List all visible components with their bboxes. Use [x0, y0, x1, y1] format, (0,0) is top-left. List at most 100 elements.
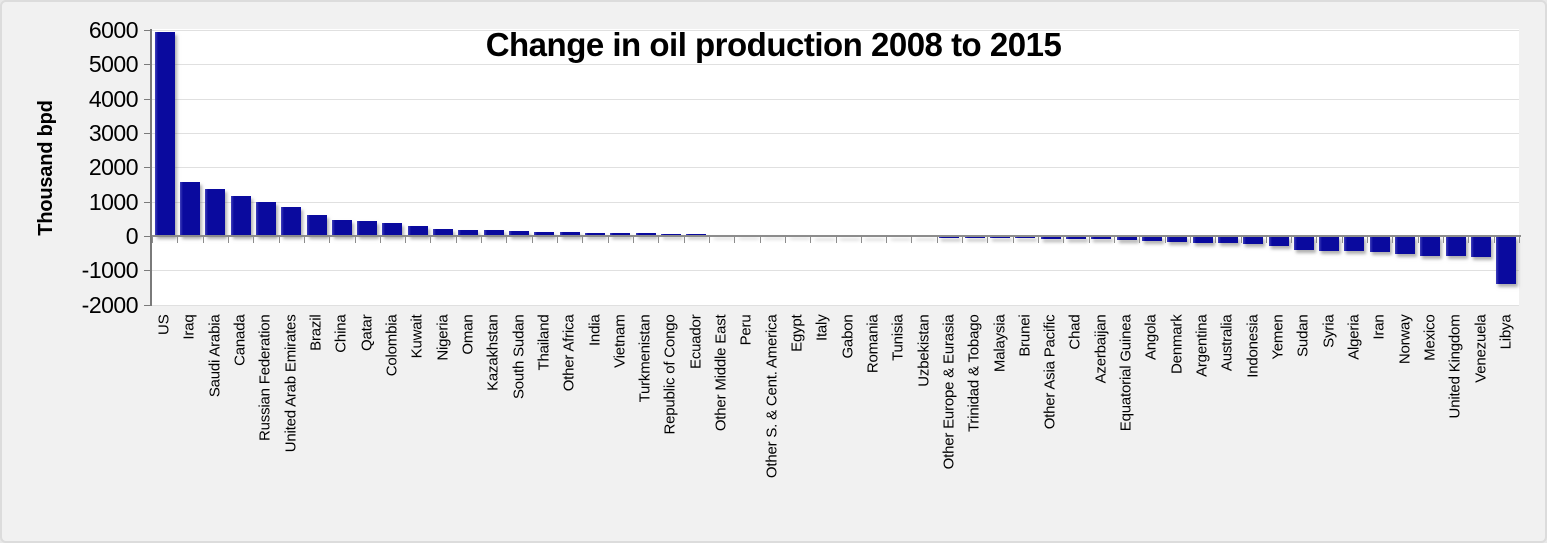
x-axis-category-label: Brazil [307, 314, 325, 351]
zero-axis-line [150, 235, 1521, 237]
x-axis-category-label: Other Africa [560, 314, 578, 391]
x-axis-tick [1088, 237, 1090, 243]
chart-bar [1192, 236, 1213, 243]
chart-bar [1319, 236, 1340, 251]
x-axis-tick [152, 237, 153, 243]
y-axis-tick-label: 2000 [88, 154, 139, 181]
x-axis-category-label: Oman [459, 314, 477, 355]
x-axis-category-label: Venezuela [1472, 314, 1490, 383]
chart-title: Change in oil production 2008 to 2015 [485, 26, 1062, 63]
x-axis-category-label: US [155, 314, 173, 335]
x-axis-category-label: United Kingdom [1446, 314, 1464, 418]
x-axis-tick [531, 237, 533, 243]
chart-bar [230, 196, 251, 236]
chart-bar [281, 206, 302, 236]
chart-bar [1141, 236, 1162, 242]
plot-area [152, 29, 1519, 305]
y-axis-tick [144, 167, 151, 169]
x-axis-category-label: Italy [813, 314, 831, 341]
chart-bar [458, 229, 479, 236]
x-axis-tick [1189, 237, 1191, 243]
x-axis-tick [354, 237, 356, 243]
x-axis-category-label: Brunei [1016, 314, 1034, 357]
x-axis-category-label: Libya [1497, 314, 1515, 349]
x-axis-category-label: Kazakhstan [484, 314, 502, 391]
gridline [152, 133, 1519, 134]
x-axis-category-label: Colombia [383, 314, 401, 376]
x-axis-category-label: Chad [1066, 314, 1084, 350]
x-axis-category-label: Gabon [839, 314, 857, 359]
x-axis-tick [683, 237, 685, 243]
chart-bar [483, 230, 504, 236]
x-axis-category-label: Egypt [788, 314, 806, 352]
chart-bar [1065, 236, 1086, 239]
x-axis-category-label: Sudan [1294, 314, 1312, 357]
x-axis-category-label: Iran [1370, 314, 1388, 340]
x-axis-category-label: Peru [737, 314, 755, 345]
chart-bar [179, 182, 200, 236]
x-axis-category-label: Turkmenistan [636, 314, 654, 402]
x-axis-category-label: Malaysia [991, 314, 1009, 372]
gridline [152, 201, 1519, 203]
x-axis-tick [227, 237, 229, 243]
chart-bar [255, 201, 276, 236]
chart-bar [154, 32, 175, 236]
y-axis-tick-label: -1000 [81, 257, 139, 284]
chart-bar [357, 221, 378, 236]
y-axis-tick [144, 201, 151, 203]
x-axis-category-label: Thailand [535, 314, 553, 370]
chart-bar [635, 233, 656, 236]
y-axis-tick-label: 5000 [88, 51, 139, 78]
gridline [152, 98, 1519, 100]
y-axis-tick [144, 98, 151, 100]
x-axis-category-label: Qatar [358, 314, 376, 351]
x-axis-tick [835, 237, 837, 243]
x-axis-category-label: Trinidad & Tobago [965, 314, 983, 432]
y-axis-tick [144, 236, 151, 237]
x-axis-category-label: Denmark [1168, 314, 1186, 374]
x-axis-tick [632, 237, 634, 243]
y-axis-tick [144, 133, 151, 134]
x-axis-tick [455, 237, 457, 243]
x-axis-category-label: South Sudan [510, 314, 528, 399]
x-axis-category-label: Romania [864, 314, 882, 373]
chart-bar [306, 215, 327, 236]
chart-bar [433, 228, 454, 236]
x-axis-category-label: Iraq [180, 314, 198, 340]
chart-bar [660, 233, 681, 236]
x-axis-tick [582, 237, 584, 243]
chart-bar [686, 234, 707, 236]
x-axis-category-label: Mexico [1421, 314, 1439, 361]
chart-bar [585, 232, 605, 236]
x-axis-category-label: Tunisia [889, 314, 907, 361]
chart-bar [331, 220, 352, 236]
chart-bar [534, 231, 555, 236]
chart-bar [1471, 236, 1492, 258]
y-axis-tick-label: 6000 [88, 17, 139, 44]
x-axis-tick [202, 237, 204, 243]
chart-bar [990, 236, 1011, 239]
chart-bar [1116, 236, 1137, 240]
x-axis-tick [430, 237, 432, 243]
x-axis-category-label: Other Asia Pacific [1041, 314, 1059, 429]
x-axis-tick [1139, 237, 1141, 243]
x-axis-tick [936, 237, 938, 243]
gridline [152, 30, 1519, 32]
x-axis-tick [607, 237, 609, 243]
x-axis-tick [1443, 237, 1445, 243]
x-axis-tick [1265, 237, 1267, 243]
x-axis-tick [1063, 237, 1065, 243]
x-axis-tick [759, 237, 761, 243]
x-axis-category-label: United Arab Emirates [282, 314, 300, 452]
x-axis-tick [253, 237, 255, 243]
y-axis-tick-label: 3000 [88, 120, 139, 146]
y-axis-tick-label: 0 [125, 223, 139, 249]
x-axis-category-label: Australia [1218, 314, 1236, 371]
x-axis-tick [1164, 237, 1166, 243]
chart-bar [1167, 236, 1188, 243]
x-axis-tick [177, 237, 179, 243]
x-axis-tick [1392, 237, 1394, 243]
x-axis-category-label: Equatorial Guinea [1117, 314, 1135, 431]
x-axis-tick [1038, 237, 1040, 243]
y-axis-tick [144, 64, 151, 66]
